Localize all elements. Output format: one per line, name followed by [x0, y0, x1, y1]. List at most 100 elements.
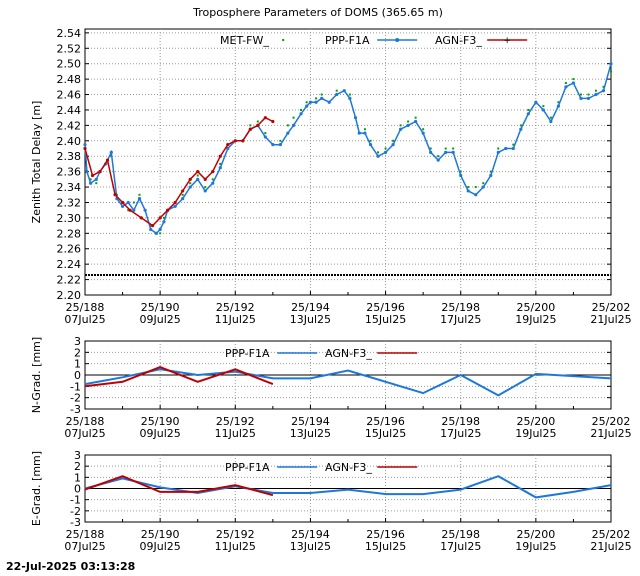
met-point: [572, 78, 575, 81]
met-point: [489, 170, 492, 173]
met-point: [264, 132, 267, 135]
series-point: [166, 208, 170, 212]
series-point: [406, 123, 410, 127]
series-line-agnf3: [84, 366, 274, 388]
x-tick-label-day: 25/196: [366, 301, 405, 314]
met-point: [256, 120, 259, 123]
x-tick-label-day: 25/188: [66, 528, 105, 541]
x-tick-label-day: 25/190: [141, 415, 180, 428]
series-point: [196, 170, 200, 174]
y-tick-label: -3: [70, 516, 81, 529]
series-point: [139, 216, 143, 220]
x-tick-label-date: 07Jul25: [64, 427, 105, 440]
x-tick-label-date: 09Jul25: [140, 313, 181, 326]
series-point: [459, 173, 463, 178]
y-axis-label: N-Grad. [mm]: [30, 337, 43, 413]
y-tick-label: 0: [74, 483, 81, 496]
series-point: [383, 150, 388, 154]
legend-swatch-marker: +: [503, 36, 511, 46]
legend-label: PPP-F1A: [225, 347, 270, 360]
y-tick-label: 0: [74, 369, 81, 382]
series-point: [314, 100, 318, 104]
y-tick-label: 2.34: [57, 181, 82, 194]
x-tick-label-day: 25/198: [441, 415, 480, 428]
x-tick-label-day: 25/196: [366, 528, 405, 541]
series-point: [348, 96, 352, 100]
series-point: [248, 127, 252, 131]
met-point: [127, 209, 130, 212]
series-line-agnf3: [84, 475, 274, 497]
series-point: [151, 224, 155, 228]
legend-swatch: [282, 39, 285, 41]
y-axis-label: Zenith Total Delay [m]: [30, 101, 43, 224]
y-tick-label: 2.46: [57, 89, 82, 102]
series-point: [90, 173, 95, 178]
y-tick-label: 2.36: [57, 166, 82, 179]
series-point: [158, 216, 162, 220]
series-point: [226, 146, 230, 151]
met-point: [320, 93, 323, 96]
series-point: [474, 193, 478, 197]
series-line-pppf1a: [84, 475, 612, 499]
y-tick-label: 2.30: [57, 212, 82, 225]
met-point: [437, 155, 440, 158]
x-tick-label-date: 09Jul25: [140, 427, 181, 440]
met-point: [610, 70, 612, 73]
series-point: [132, 208, 136, 212]
met-point: [519, 124, 522, 127]
met-point: [132, 201, 135, 204]
x-tick-label-day: 25/190: [141, 301, 180, 314]
y-tick-label: -3: [70, 403, 81, 416]
series-line-pppf1a: [84, 368, 612, 397]
x-tick-label-day: 25/194: [291, 301, 330, 314]
x-tick-label-date: 09Jul25: [140, 540, 181, 553]
chart-title: Troposphere Parameters of DOMS (365.65 m…: [192, 6, 443, 19]
x-tick-label-day: 25/200: [517, 301, 556, 314]
series-point: [496, 150, 500, 154]
x-tick-label-date: 15Jul25: [365, 313, 406, 326]
met-point: [348, 93, 351, 96]
y-tick-label: 2.20: [57, 289, 82, 302]
y-tick-label: 3: [74, 449, 81, 462]
x-tick-label-date: 07Jul25: [64, 540, 105, 553]
series-point: [327, 100, 331, 104]
series-point: [376, 154, 380, 158]
x-tick-label-day: 25/200: [517, 528, 556, 541]
met-point: [219, 162, 222, 165]
series-point: [271, 119, 275, 124]
series-point: [196, 177, 200, 181]
x-tick-label-day: 25/198: [441, 301, 480, 314]
met-point: [422, 128, 425, 131]
y-tick-label: 2.32: [57, 196, 82, 209]
y-axis-label: E-Grad. [mm]: [30, 451, 43, 526]
series-point: [399, 127, 403, 131]
series-point: [489, 173, 493, 178]
met-point: [459, 170, 462, 173]
met-point: [549, 116, 552, 119]
x-tick-label-date: 17Jul25: [440, 313, 481, 326]
series-point: [98, 170, 102, 174]
series-point: [549, 119, 553, 124]
series-point: [109, 150, 113, 154]
met-point: [300, 108, 303, 111]
series-point: [173, 200, 177, 205]
legend-label: PPP-F1A: [225, 461, 270, 474]
y-tick-label: 2.48: [57, 73, 82, 86]
series-point: [579, 96, 583, 100]
x-tick-label-day: 25/196: [366, 415, 405, 428]
x-tick-label-date: 17Jul25: [440, 427, 481, 440]
met-point: [399, 124, 402, 127]
met-point: [414, 116, 417, 119]
met-point: [149, 224, 152, 227]
x-tick-label-date: 15Jul25: [365, 427, 406, 440]
series-point: [218, 154, 222, 158]
series-point: [181, 189, 185, 193]
met-point: [286, 124, 289, 127]
x-tick-label-date: 19Jul25: [515, 427, 556, 440]
met-point: [602, 85, 605, 88]
series-point: [342, 89, 346, 93]
series-point: [154, 231, 158, 235]
x-tick-label-date: 19Jul25: [515, 313, 556, 326]
y-tick-label: 2: [74, 460, 81, 473]
series-point: [128, 208, 132, 212]
